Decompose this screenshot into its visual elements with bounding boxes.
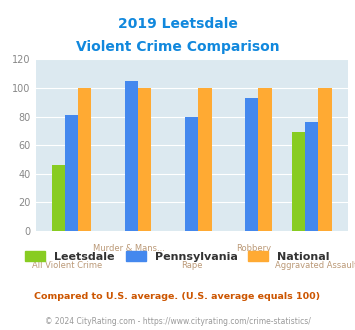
Bar (138, 88, 152, 231)
Bar (52, 165, 65, 231)
Text: Murder & Mans...: Murder & Mans... (93, 244, 165, 253)
Bar (318, 88, 332, 231)
Text: Violent Crime Comparison: Violent Crime Comparison (76, 40, 279, 53)
Bar (185, 116, 198, 231)
Bar (198, 88, 212, 231)
Text: Robbery: Robbery (237, 244, 272, 253)
Text: All Violent Crime: All Violent Crime (32, 261, 102, 270)
Bar (125, 81, 138, 231)
Bar (292, 132, 305, 231)
Bar (78, 88, 91, 231)
Bar (65, 115, 78, 231)
Text: 2019 Leetsdale: 2019 Leetsdale (118, 16, 237, 30)
Bar (258, 88, 272, 231)
Text: Rape: Rape (181, 261, 202, 270)
Bar (245, 98, 258, 231)
Bar (305, 122, 318, 231)
Text: Compared to U.S. average. (U.S. average equals 100): Compared to U.S. average. (U.S. average … (34, 292, 321, 301)
Legend: Leetsdale, Pennsylvania, National: Leetsdale, Pennsylvania, National (21, 247, 334, 267)
Text: © 2024 CityRating.com - https://www.cityrating.com/crime-statistics/: © 2024 CityRating.com - https://www.city… (45, 317, 310, 326)
Text: Aggravated Assault: Aggravated Assault (275, 261, 355, 270)
